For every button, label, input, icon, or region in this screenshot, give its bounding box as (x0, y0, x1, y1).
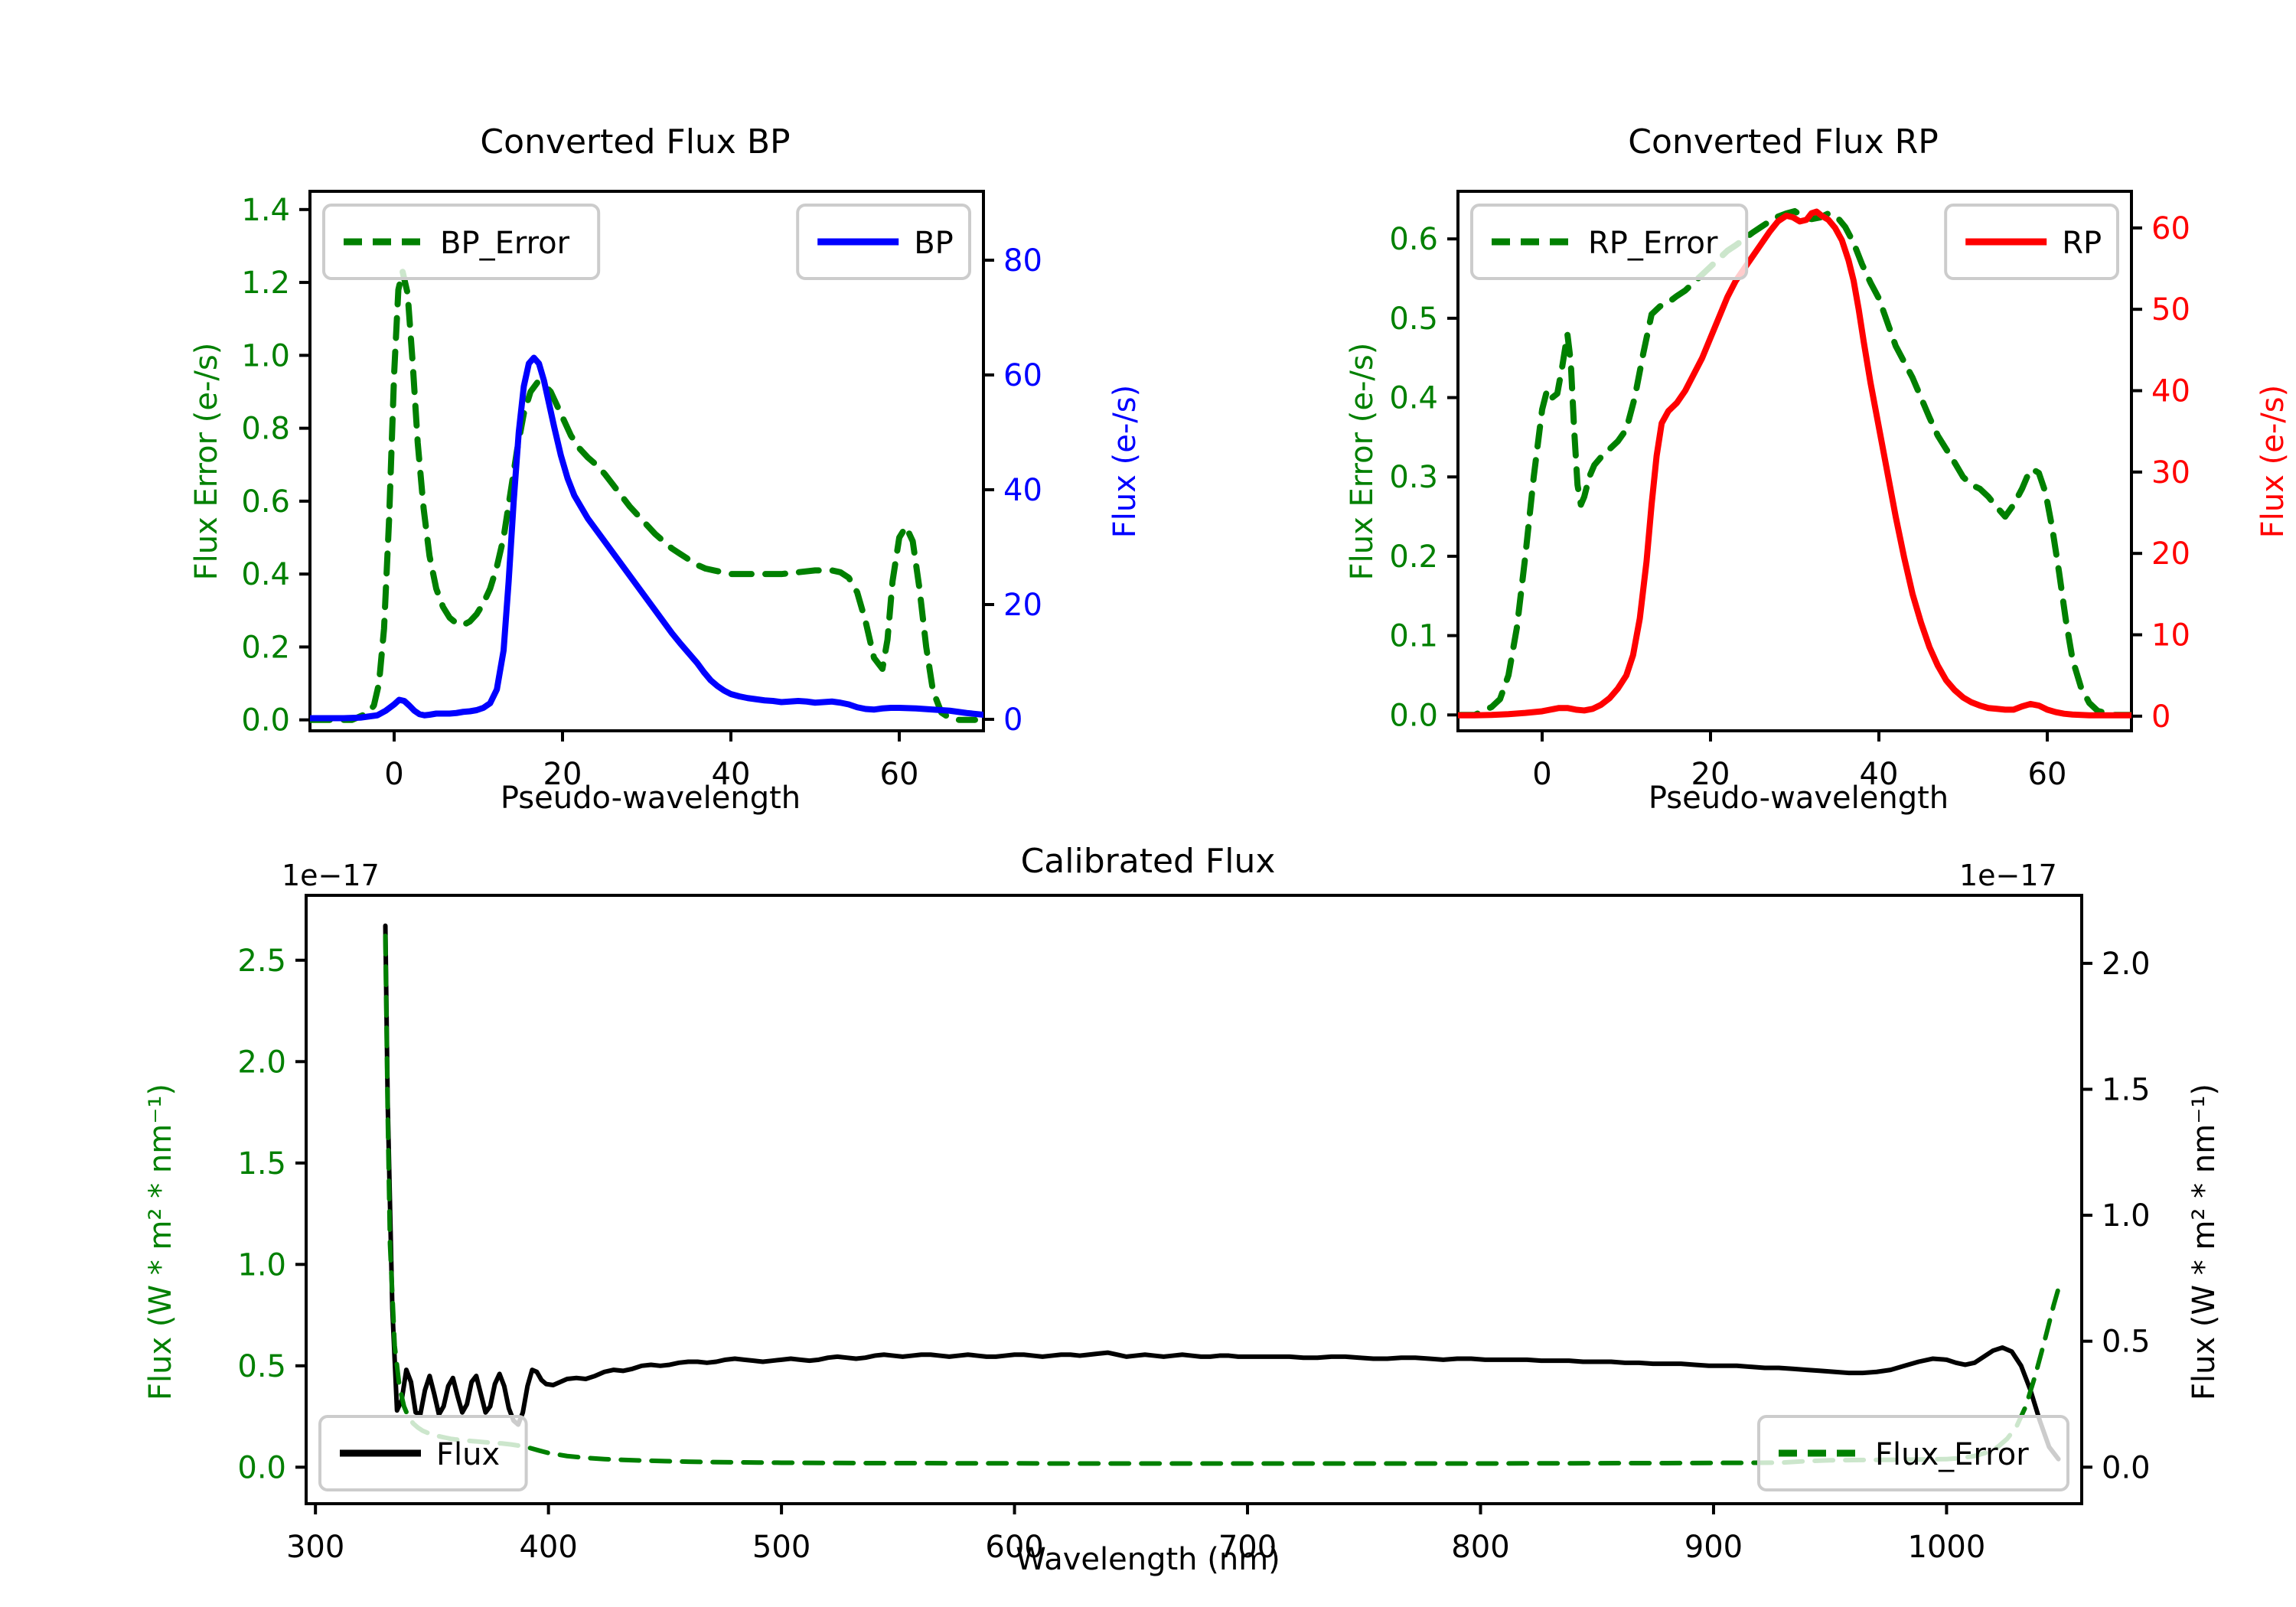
y-tick-label-left-rp: 0.2 (1389, 539, 1438, 575)
y-tick-label-left-cal: 0.5 (237, 1349, 286, 1384)
chart-title-bp: Converted Flux BP (480, 122, 791, 161)
legend-bp: BP (796, 204, 971, 280)
y-tick-label-left-bp: 0.8 (241, 412, 290, 447)
y-tick-label-right-bp: 0 (1003, 702, 1022, 738)
y-tick-label-right-rp: 40 (2151, 374, 2190, 409)
y-tick-label-left-bp: 0.4 (241, 557, 290, 592)
legend-box (1470, 204, 1749, 280)
y-tick-label-left-cal: 2.0 (237, 1045, 286, 1080)
y-tick-label-left-bp: 1.0 (241, 338, 290, 373)
legend-label: BP (914, 226, 954, 261)
y-tick-label-left-rp: 0.5 (1389, 302, 1438, 337)
legend-label: RP_Error (1588, 226, 1718, 261)
x-tick-label-rp: 0 (1532, 757, 1551, 792)
y-axis-offset-right: 1e−17 (1959, 859, 2057, 892)
x-tick-label-bp: 20 (543, 757, 582, 792)
y-tick-label-left-cal: 2.5 (237, 944, 286, 979)
plot-area-rp: 0 20 40 60 0.0 0.1 0.2 0.3 0.4 0.5 0.6 0 10 20 30 40 50 6… (1389, 190, 2190, 792)
x-tick-label-bp: 0 (384, 757, 403, 792)
y-tick-label-left-bp: 1.2 (241, 266, 290, 301)
series-group-bp (310, 268, 983, 723)
legend-label: Flux (436, 1437, 500, 1472)
legend-box (1757, 1415, 2069, 1491)
series-line-rp (1458, 208, 2131, 719)
y-tick-label-right-bp: 40 (1003, 473, 1042, 508)
chart-title-calibrated: Calibrated Flux (1020, 842, 1276, 881)
y-tick-label-right-cal: 1.0 (2102, 1198, 2151, 1234)
legend-label: BP_Error (440, 226, 570, 261)
x-axis-label-rp: Pseudo-wavelength (1648, 781, 1949, 816)
y-tick-label-left-rp: 0.1 (1389, 619, 1438, 654)
y-tick-label-left-rp: 0.3 (1389, 460, 1438, 495)
y-tick-label-right-cal: 0.0 (2102, 1450, 2151, 1485)
series-line-bp_error (310, 268, 978, 723)
legend-label: RP (2062, 226, 2102, 261)
y-tick-label-right-bp: 80 (1003, 243, 1042, 279)
y-tick-label-left-bp: 1.4 (241, 193, 290, 228)
y-tick-label-left-cal: 0.0 (237, 1450, 286, 1485)
x-tick-label-bp: 60 (880, 757, 919, 792)
x-tick-label-cal: 700 (1218, 1530, 1277, 1565)
x-tick-label-cal: 500 (752, 1530, 810, 1565)
y-tick-label-right-rp: 20 (2151, 536, 2190, 572)
legend-flux: Flux (318, 1415, 528, 1491)
y-tick-label-right-bp: 20 (1003, 588, 1042, 623)
x-axis-label-calibrated: Wavelength (nm) (1016, 1542, 1280, 1577)
legend-label: Flux_Error (1875, 1437, 2029, 1472)
y-tick-label-right-cal: 0.5 (2102, 1325, 2151, 1360)
x-tick-label-rp: 60 (2028, 757, 2067, 792)
x-tick-label-cal: 600 (985, 1530, 1043, 1565)
y-tick-label-right-rp: 0 (2151, 699, 2170, 735)
series-line-bp (310, 354, 983, 722)
y-tick-label-right-rp: 60 (2151, 211, 2190, 246)
y-tick-label-left-bp: 0.0 (241, 703, 290, 738)
x-tick-label-rp: 40 (1860, 757, 1899, 792)
y-tick-label-left-rp: 0.6 (1389, 222, 1438, 257)
y-tick-label-right-rp: 30 (2151, 455, 2190, 491)
x-tick-label-cal: 800 (1451, 1530, 1509, 1565)
y-axis-label-right-bp: Flux (e-/s) (1107, 384, 1143, 539)
plot-area-bp: 0 20 40 60 0.0 0.2 0.4 0.6 0.8 1.0 1.2 1.4 0 20 40 60 80… (241, 190, 1042, 792)
legend-box (318, 1415, 528, 1491)
legend-bp_error: BP_Error (322, 204, 601, 280)
axes-frame-rp (1456, 190, 2133, 732)
plot-area-calibrated: 300 400 500 600 700 800 900 1000 0.0 0.5 1.0 1.5 2.0… (237, 894, 2151, 1565)
legend-flux_error: Flux_Error (1757, 1415, 2069, 1491)
series-line-rp_error (1458, 207, 2131, 719)
y-tick-label-right-cal: 1.5 (2102, 1072, 2151, 1107)
y-axis-offset-left: 1e−17 (282, 859, 380, 892)
axes-frame-cal (305, 894, 2083, 1505)
y-tick-label-left-rp: 0.4 (1389, 381, 1438, 416)
legend-box (322, 204, 601, 280)
y-tick-label-right-rp: 10 (2151, 618, 2190, 654)
series-group-rp (1458, 207, 2131, 719)
y-tick-label-left-cal: 1.5 (237, 1146, 286, 1182)
y-tick-label-right-rp: 50 (2151, 292, 2190, 328)
y-axis-label-right-rp: Flux (e-/s) (2255, 384, 2291, 539)
x-tick-label-rp: 20 (1691, 757, 1730, 792)
x-tick-label-cal: 300 (286, 1530, 344, 1565)
y-tick-label-right-cal: 2.0 (2102, 947, 2151, 982)
y-tick-label-left-bp: 0.6 (241, 484, 290, 520)
y-tick-label-left-bp: 0.2 (241, 630, 290, 665)
chart-title-rp: Converted Flux RP (1628, 122, 1939, 161)
y-tick-label-right-bp: 60 (1003, 358, 1042, 393)
x-tick-label-cal: 1000 (1908, 1530, 1986, 1565)
legend-rp_error: RP_Error (1470, 204, 1749, 280)
x-tick-label-cal: 900 (1684, 1530, 1743, 1565)
x-tick-label-bp: 40 (712, 757, 751, 792)
legend-rp: RP (1944, 204, 2120, 280)
x-tick-label-cal: 400 (519, 1530, 577, 1565)
x-axis-label-bp: Pseudo-wavelength (500, 781, 801, 816)
y-tick-label-left-rp: 0.0 (1389, 698, 1438, 733)
y-tick-label-left-cal: 1.0 (237, 1247, 286, 1283)
